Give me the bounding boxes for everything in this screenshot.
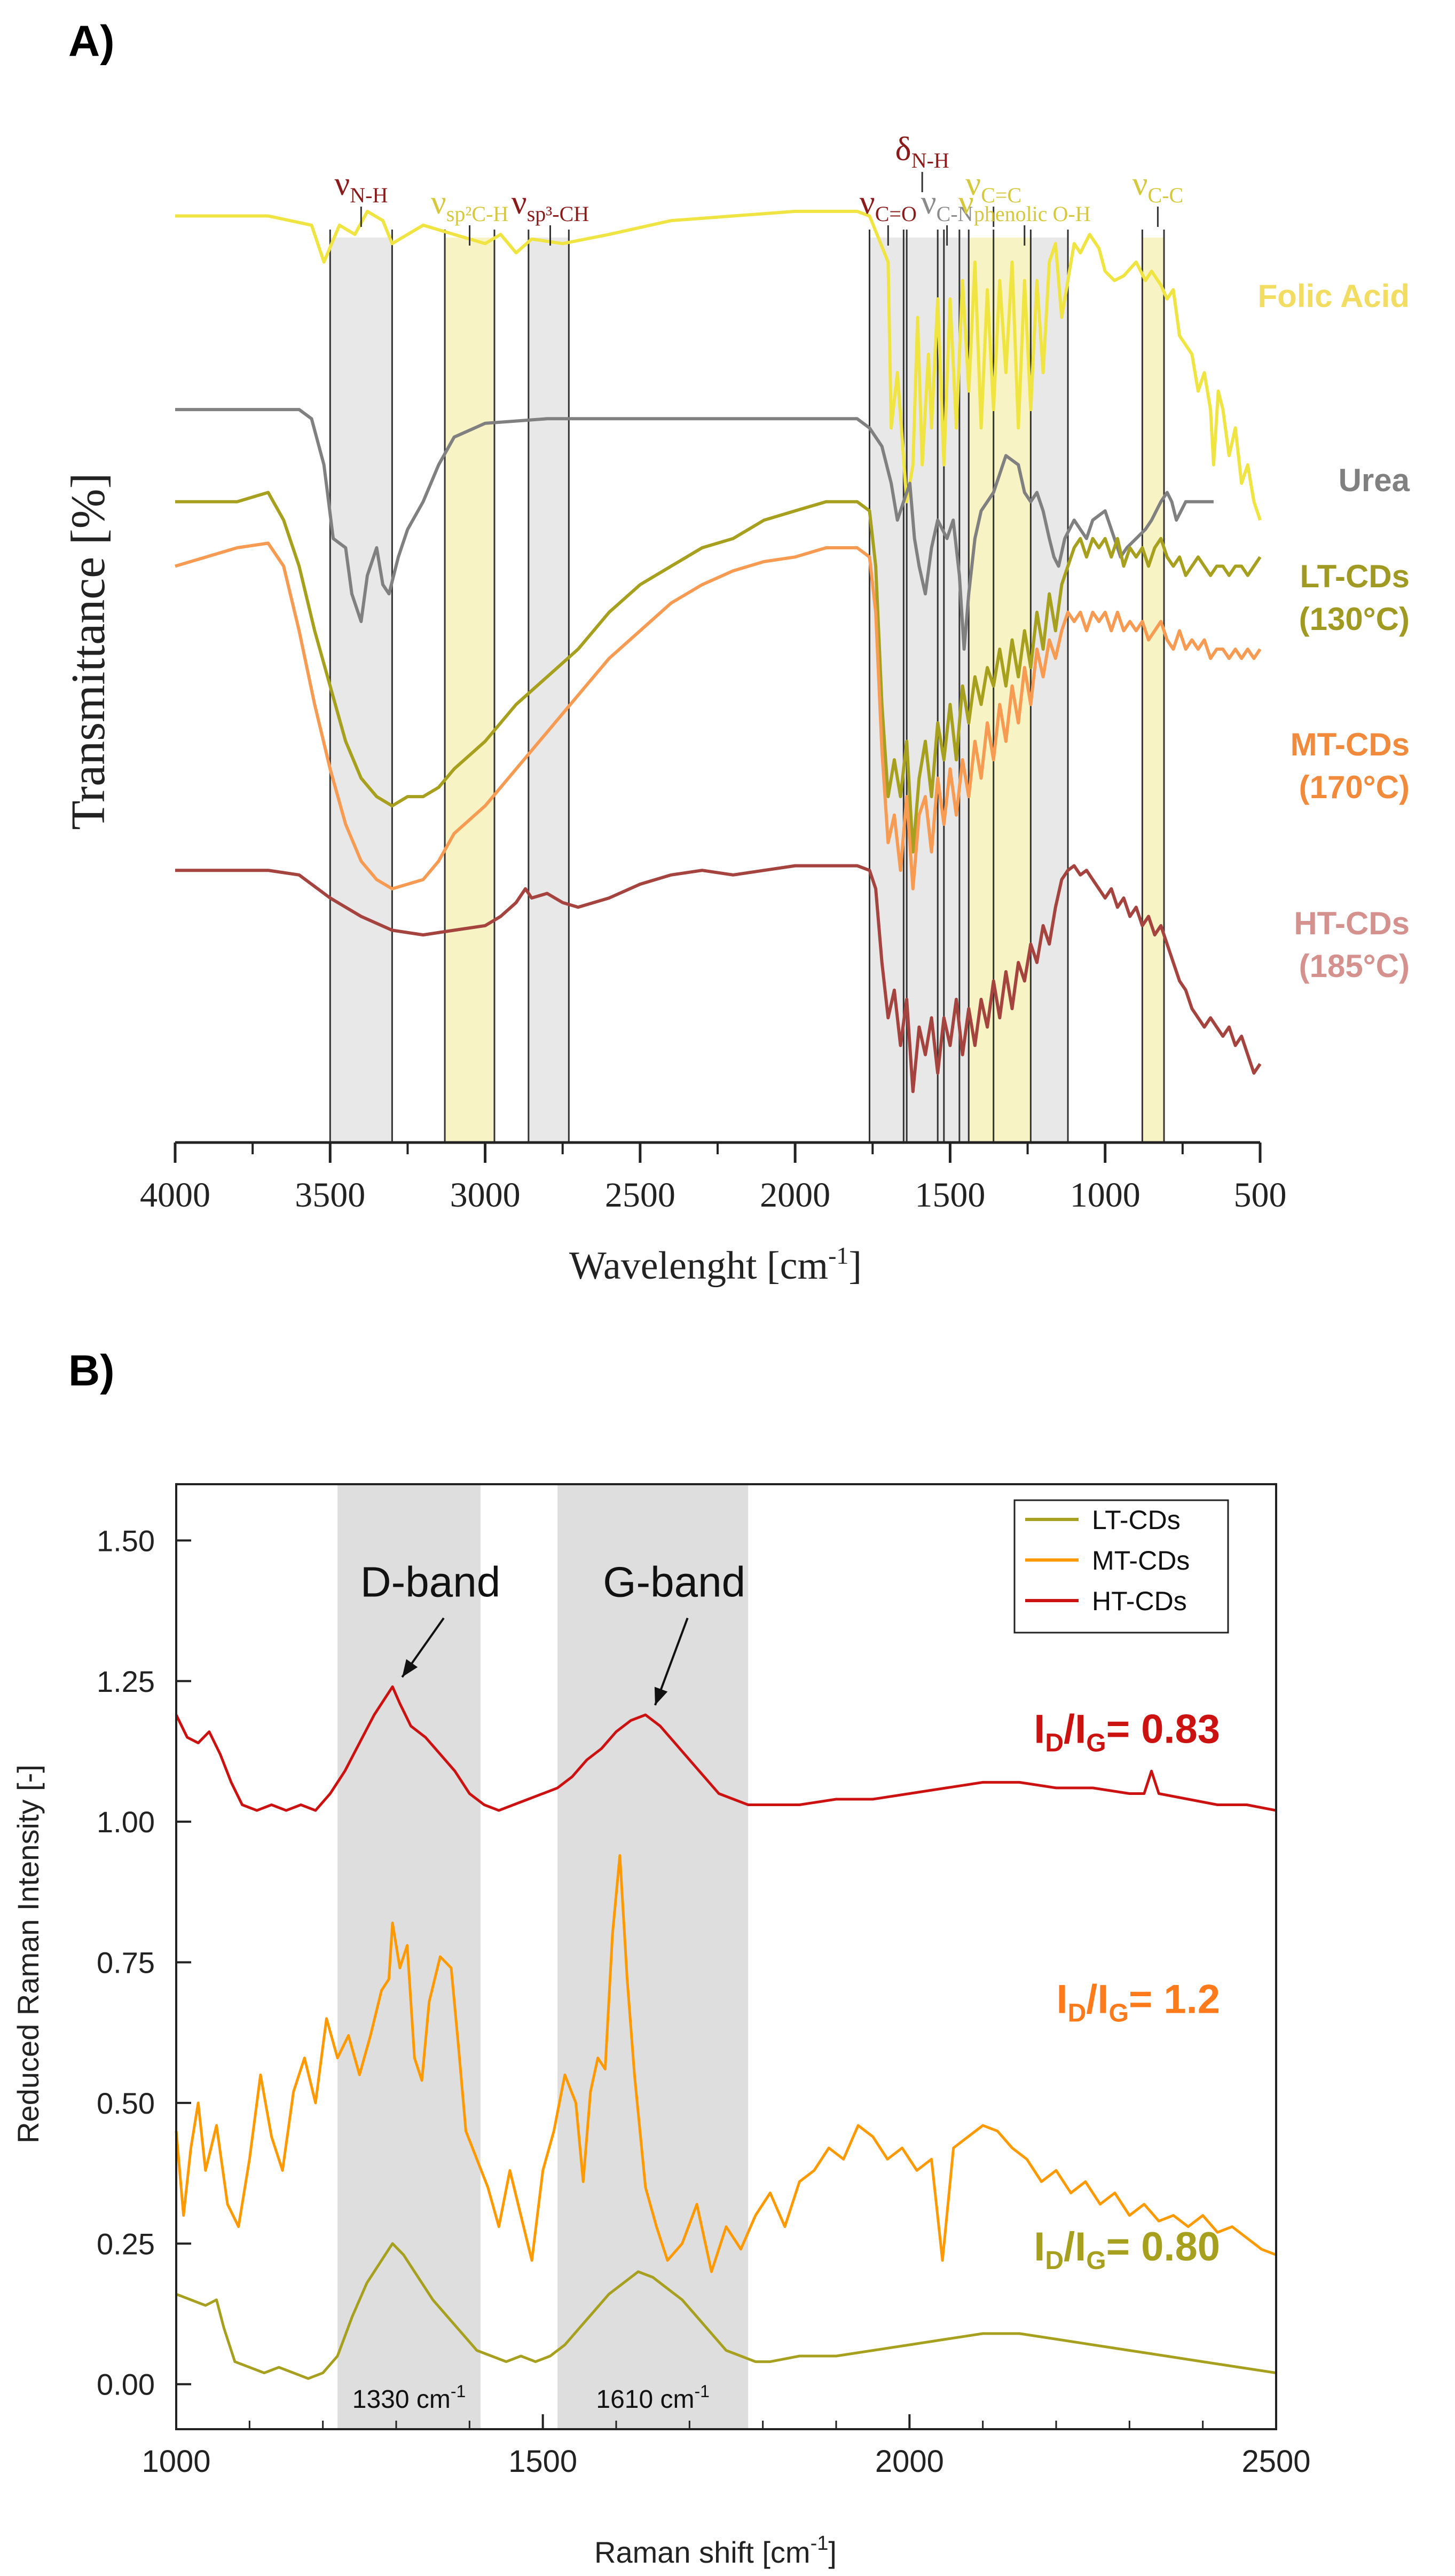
ftir-annotation-3: νC=O [860, 183, 917, 226]
raman-shaded-bands: 1330 cm-1 1610 cm-1 [337, 1484, 749, 2429]
raman-series-line-2 [175, 1685, 1277, 1812]
panel-a-label: A) [68, 17, 115, 66]
ftir-shaded-bands [330, 238, 1165, 1143]
ftir-series-label-0: Folic Acid [1258, 278, 1410, 314]
raman-x-tick-label: 1500 [508, 2444, 577, 2479]
ftir-x-tick-label: 1000 [1070, 1176, 1141, 1215]
ftir-annotation-8: νC-C [1132, 164, 1184, 207]
raman-x-axis-label: Raman shift [cm-1] [594, 2532, 837, 2569]
raman-legend-label-1: MT-CDs [1092, 1546, 1190, 1575]
ftir-x-tick-label: 4000 [140, 1176, 210, 1215]
ftir-band-1 [445, 238, 494, 1143]
ftir-series-line-3 [175, 541, 1262, 891]
raman-x-tick-label: 1000 [141, 2444, 210, 2479]
ftir-series-label-3: MT-CDs (170°C) [1291, 727, 1410, 805]
raman-series-line-1 [175, 1854, 1277, 2273]
raman-y-tick-label: 0.00 [97, 2368, 155, 2401]
ftir-x-axis: 4000 3500 3000 2500 2000 1500 1000 500 [140, 1141, 1287, 1215]
raman-axes: 1000 1500 2000 2500 0.00 0.25 0.50 0.75 1.00 1.25… [97, 1524, 1311, 2479]
raman-x-tick-label: 2500 [1241, 2444, 1310, 2479]
ftir-peak-lines [329, 230, 1165, 1143]
raman-y-axis-label: Reduced Raman Intensity [-] [11, 1764, 45, 2144]
ftir-series-line-1 [175, 408, 1214, 651]
raman-series-line-0 [176, 2242, 1277, 2380]
ftir-series-label-2: LT-CDs (130°C) [1299, 558, 1410, 637]
ftir-x-tick-label: 500 [1234, 1176, 1287, 1215]
raman-band-name-1: G-band [603, 1558, 745, 1606]
ftir-band-6 [1142, 238, 1165, 1143]
ftir-annotations: νN-H νsp²C-H νsp³-CH νC=O δN-H νC-NνC=Cνpheno… [334, 130, 1183, 246]
ftir-x-tick-label: 3000 [450, 1176, 521, 1215]
raman-band-name-0: D-band [360, 1558, 500, 1606]
ftir-annotation-7: νphenolic O-H [958, 183, 1091, 226]
ftir-x-tick-label: 2000 [760, 1176, 830, 1215]
raman-y-tick-label: 1.50 [97, 1524, 155, 1557]
ftir-series-label-1: Urea [1339, 462, 1410, 498]
ftir-band-5 [1031, 238, 1068, 1143]
raman-y-tick-label: 0.75 [97, 1946, 155, 1980]
ftir-series-line-2 [175, 491, 1262, 854]
raman-chart: 1330 cm-1 1610 cm-1 1000 1500 2000 2500 0.00 0… [11, 1483, 1311, 2569]
raman-y-tick-label: 1.00 [97, 1805, 155, 1839]
raman-legend-box [1013, 1499, 1229, 1634]
ftir-x-tick-label: 1500 [915, 1176, 985, 1215]
panel-b-label: B) [68, 1346, 115, 1395]
raman-ratio-label-0: ID/IG= 0.83 [1034, 1707, 1220, 1758]
ftir-x-tick-label: 2500 [605, 1176, 675, 1215]
ftir-chart: 4000 3500 3000 2500 2000 1500 1000 500 νN-H νsp²… [62, 130, 1410, 1288]
ftir-band-0 [330, 238, 392, 1143]
ftir-x-axis-label: Wavelenght [cm-1] [569, 1242, 862, 1288]
ftir-annotation-5: νC-N [921, 183, 973, 226]
ftir-y-axis-label: Transmittance [%] [62, 472, 115, 830]
ftir-annotation-1: νsp²C-H [431, 183, 508, 226]
ftir-x-tick-label: 3500 [295, 1176, 365, 1215]
ftir-annotation-4: δN-H [895, 130, 949, 172]
raman-band-arrowhead-0 [402, 1659, 418, 1677]
ftir-annotation-0: νN-H [334, 164, 388, 207]
ftir-band-2 [528, 238, 569, 1143]
raman-band-wavenumber-0: 1330 cm-1 [352, 2382, 466, 2414]
raman-ratio-label-2: ID/IG= 0.80 [1034, 2224, 1220, 2275]
ftir-series-line-0 [175, 209, 1262, 521]
ftir-annotation-6: νC=C [965, 164, 1021, 207]
raman-annotations: D-band G-band ID/IG= 0.83 ID/IG= 1.2 ID/IG= … [360, 1558, 1220, 2275]
raman-band-1 [557, 1484, 749, 2429]
ftir-series [175, 209, 1262, 1093]
raman-legend: LT-CDs MT-CDs HT-CDs [1013, 1499, 1229, 1634]
raman-legend-label-2: HT-CDs [1092, 1586, 1187, 1616]
ftir-series-labels: Folic Acid Urea LT-CDs (130°C) MT-CDs (170°C)… [1258, 278, 1410, 984]
raman-band-arrowhead-1 [654, 1687, 668, 1705]
raman-series [175, 1685, 1277, 2380]
raman-x-tick-label: 2000 [875, 2444, 944, 2479]
raman-plot-frame [175, 1483, 1277, 2430]
raman-legend-label-0: LT-CDs [1092, 1505, 1181, 1535]
raman-ratio-label-1: ID/IG= 1.2 [1056, 1976, 1220, 2027]
ftir-series-label-4: HT-CDs (185°C) [1294, 905, 1410, 984]
raman-y-tick-label: 0.50 [97, 2086, 155, 2120]
raman-y-tick-label: 1.25 [97, 1665, 155, 1698]
raman-y-tick-label: 0.25 [97, 2227, 155, 2260]
ftir-series-line-4 [175, 864, 1262, 1093]
raman-band-wavenumber-1: 1610 cm-1 [596, 2382, 710, 2414]
ftir-annotation-2: νsp³-CH [512, 183, 589, 226]
